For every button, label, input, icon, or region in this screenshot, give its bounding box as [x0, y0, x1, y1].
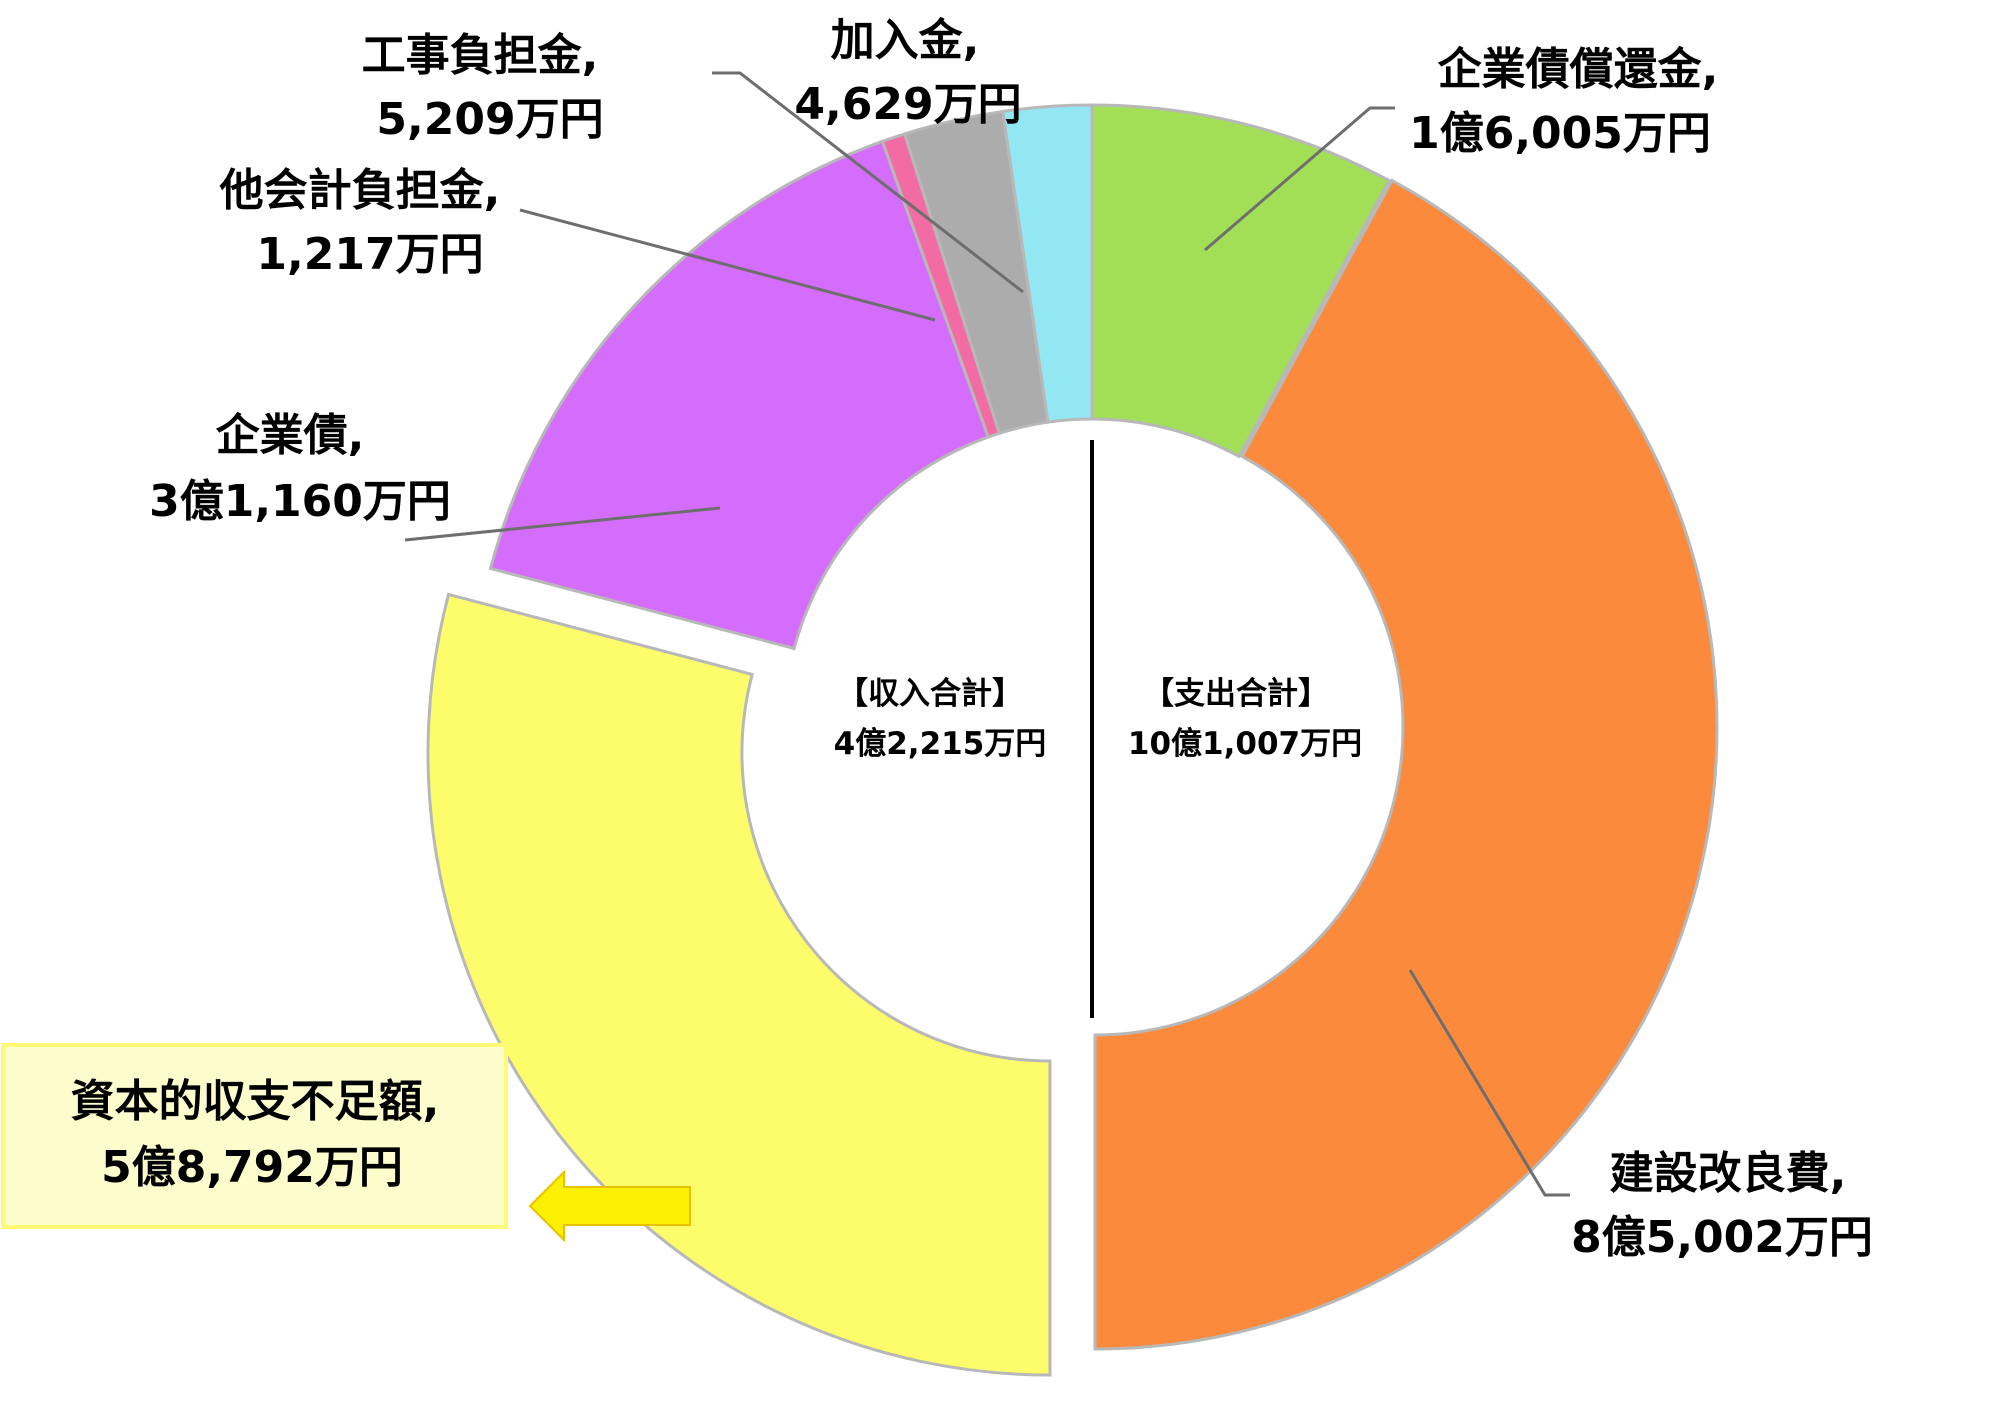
expense-total-value: 10億1,007万円: [1128, 726, 1362, 762]
slice-capital-deficit: [426, 592, 1052, 1377]
slice-label-construction-contribution-amount: 5,209万円: [376, 94, 603, 145]
leader-construction: [1408, 969, 1570, 1197]
income-total-title: 【収入合計】: [837, 676, 1023, 712]
expense-total-title: 【支出合計】: [1143, 676, 1329, 712]
leader-lines: [404, 71, 1570, 1197]
slice-enterprise-bonds: [488, 139, 991, 651]
chart-segments: [426, 103, 1719, 1377]
slice-label-bond-redemption-amount: 1億6,005万円: [1409, 108, 1711, 159]
slice-label-bonds-amount: 3億1,160万円: [149, 476, 451, 527]
slice-label-deficit-amount: 5億8,792万円: [101, 1142, 403, 1193]
leader-enterprise-bonds: [404, 506, 721, 542]
slice-construction-improvement: [1093, 178, 1719, 1351]
leader-other-account: [519, 208, 936, 322]
slice-bond-redemption: [1090, 103, 1392, 459]
slice-label-membership-amount: 4,629万円: [794, 79, 1021, 130]
income-total-value: 4億2,215万円: [834, 726, 1047, 762]
slice-label-bond-redemption-name: 企業債償還金,: [1438, 44, 1719, 95]
leader-bond-redemption: [1204, 106, 1395, 252]
slice-label-construction-name: 建設改良費,: [1610, 1148, 1847, 1199]
slice-label-construction-amount: 8億5,002万円: [1571, 1212, 1873, 1263]
slice-label-deficit-name: 資本的収支不足額,: [71, 1076, 440, 1127]
slice-label-construction-contribution-name: 工事負担金,: [362, 30, 599, 81]
left-arrow-icon: [528, 1169, 691, 1243]
leader-membership: [712, 71, 1024, 294]
deficit-callout-box: [1, 1043, 508, 1229]
slice-label-membership-name: 加入金,: [831, 15, 980, 66]
slice-label-other-account-amount: 1,217万円: [256, 229, 483, 280]
slice-label-other-account-name: 他会計負担金,: [219, 165, 501, 216]
slice-label-bonds-name: 企業債,: [216, 410, 365, 461]
